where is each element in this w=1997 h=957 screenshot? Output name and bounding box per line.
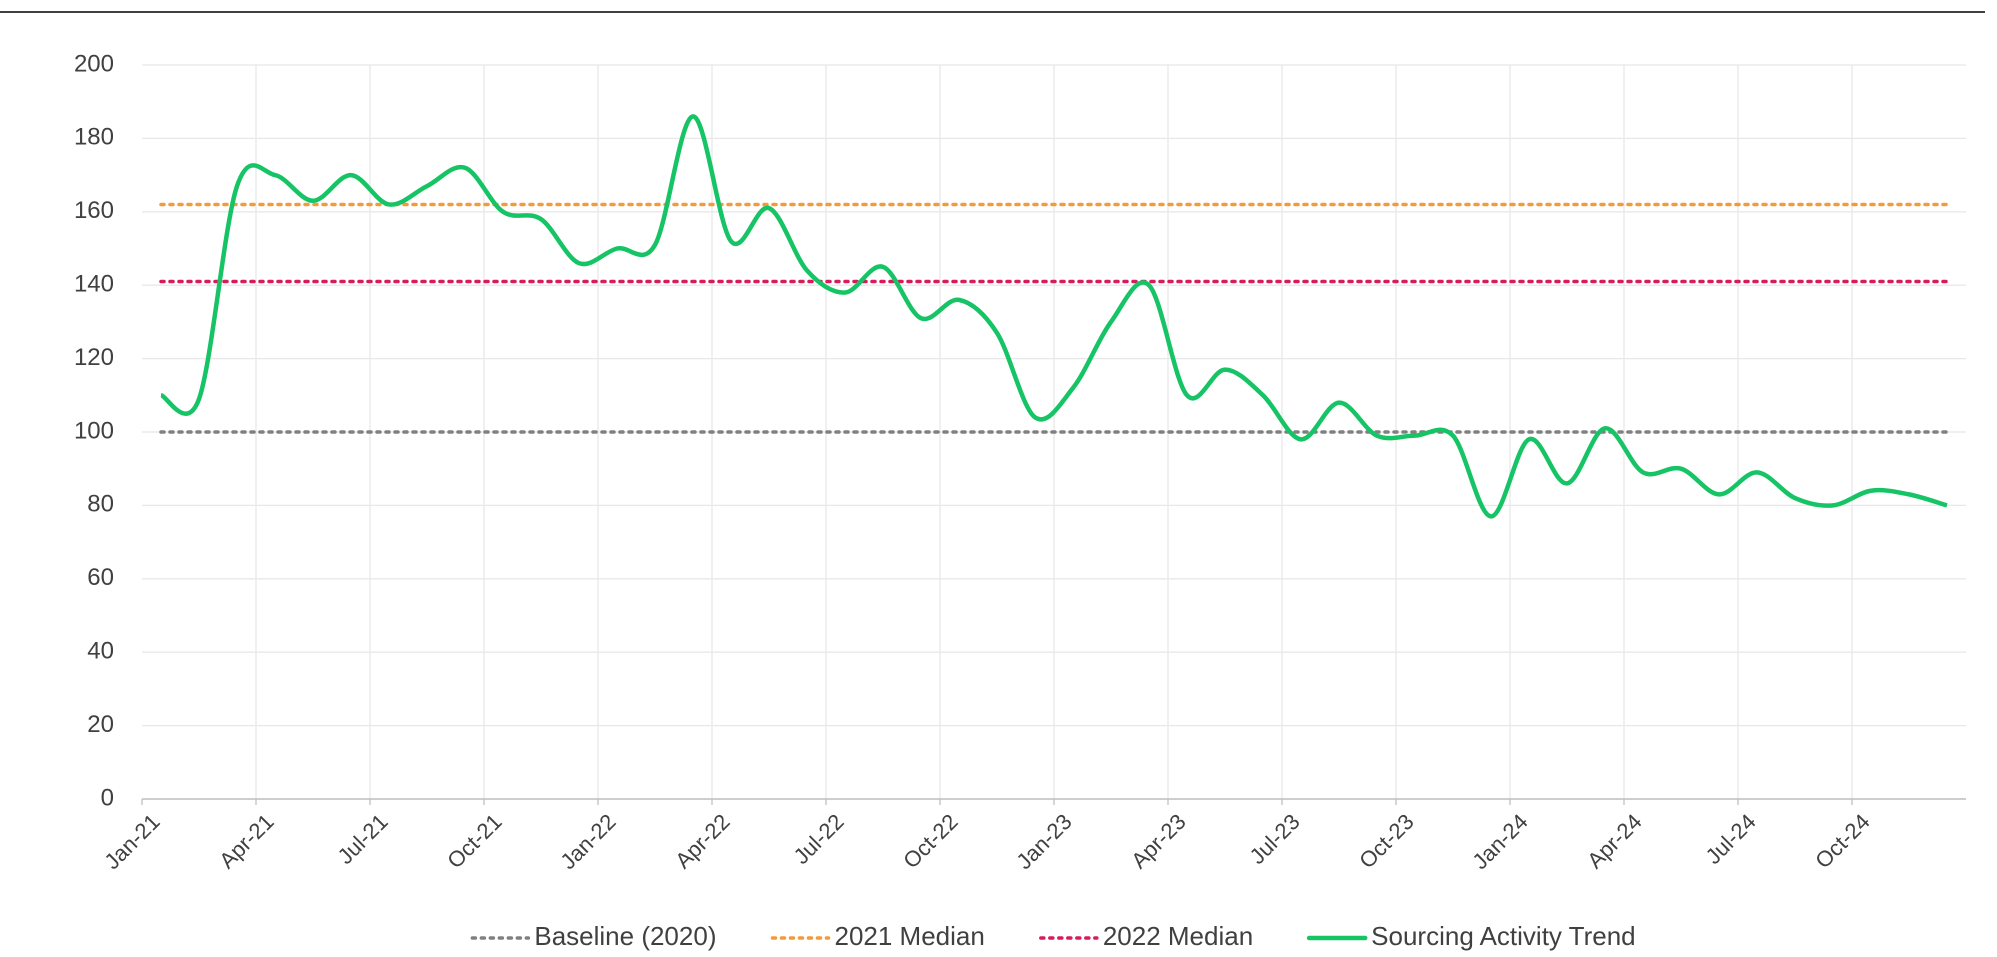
x-tick-label: Oct-23 <box>1354 809 1418 873</box>
x-tick-label: Oct-24 <box>1810 809 1874 873</box>
x-tick-label: Jul-24 <box>1701 809 1761 869</box>
trend-line <box>159 114 1948 519</box>
x-tick-label: Apr-24 <box>1582 809 1646 873</box>
y-tick-label: 160 <box>74 197 114 224</box>
y-tick-label: 120 <box>74 344 114 371</box>
y-tick-label: 0 <box>101 784 114 811</box>
y-tick-label: 140 <box>74 271 114 298</box>
y-tick-label: 100 <box>74 417 114 444</box>
x-tick-label: Jan-21 <box>99 809 164 874</box>
x-tick-label: Oct-21 <box>442 809 506 873</box>
legend-label: 2021 Median <box>834 921 984 951</box>
legend: Baseline (2020) 2021 Median 2022 Median Sou… <box>470 921 1636 951</box>
y-tick-label: 180 <box>74 124 114 151</box>
x-tick-label: Jul-21 <box>333 809 393 869</box>
y-tick-label: 20 <box>87 711 114 738</box>
x-tick-label: Apr-22 <box>670 809 734 873</box>
x-tick-label: Jul-22 <box>789 809 849 869</box>
legend-label: 2022 Median <box>1103 921 1253 951</box>
x-tick-label: Jan-23 <box>1011 809 1076 874</box>
y-tick-label: 200 <box>74 50 114 77</box>
x-tick-label: Jan-22 <box>555 809 620 874</box>
x-tick-label: Jan-24 <box>1467 809 1532 874</box>
x-tick-label: Apr-21 <box>214 809 278 873</box>
x-tick-label: Apr-23 <box>1126 809 1190 873</box>
legend-label: Sourcing Activity Trend <box>1371 921 1635 951</box>
y-tick-label: 40 <box>87 638 114 665</box>
y-tick-label: 60 <box>87 564 114 591</box>
legend-label: Baseline (2020) <box>534 921 716 951</box>
y-tick-label: 80 <box>87 491 114 518</box>
x-tick-label: Oct-22 <box>898 809 962 873</box>
x-tick-label: Jul-23 <box>1245 809 1305 869</box>
